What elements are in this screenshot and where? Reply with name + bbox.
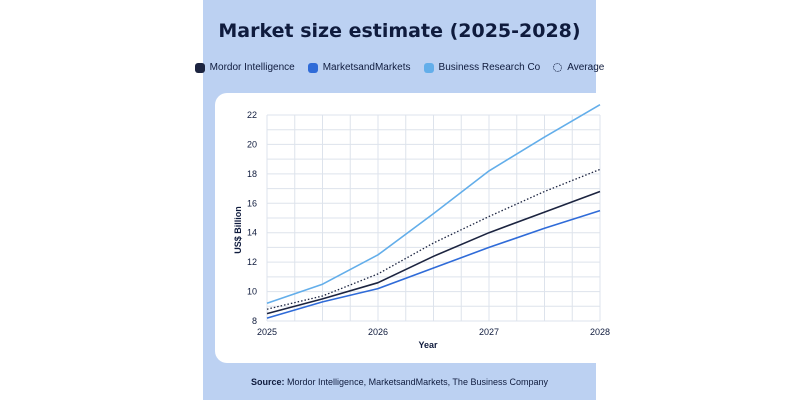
legend-label-business-research: Business Research Co xyxy=(438,62,541,73)
y-tick-label: 14 xyxy=(247,228,257,238)
chart-title: Market size estimate (2025-2028) xyxy=(218,20,581,42)
x-tick-label: 2027 xyxy=(479,327,499,337)
legend-item-business-research: Business Research Co xyxy=(423,62,541,73)
y-tick-label: 20 xyxy=(247,139,257,149)
legend-label-marketsandmarkets: MarketsandMarkets xyxy=(322,62,411,73)
y-tick-label: 18 xyxy=(247,169,257,179)
series-line-business-research-co xyxy=(266,104,601,305)
legend-item-marketsandmarkets: MarketsandMarkets xyxy=(307,62,411,73)
legend-swatch-average xyxy=(553,63,563,72)
x-axis-label: Year xyxy=(418,340,438,350)
source-label: Source: xyxy=(251,377,285,387)
chart-card: 8 10 12 14 16 18 20 22 2025 2026 2027 2028 US$ Bil… xyxy=(215,93,627,363)
legend-label-mordor: Mordor Intelligence xyxy=(209,62,295,73)
x-tick-label: 2026 xyxy=(368,327,388,337)
y-axis-ticks: 8 10 12 14 16 18 20 22 xyxy=(247,110,257,326)
y-tick-label: 8 xyxy=(252,316,257,326)
grid xyxy=(266,114,601,322)
y-tick-label: 22 xyxy=(247,110,257,120)
source-text: Mordor Intelligence, MarketsandMarkets, … xyxy=(287,377,548,387)
legend-item-mordor: Mordor Intelligence xyxy=(194,62,295,73)
legend-swatch-marketsandmarkets xyxy=(307,62,318,73)
source-note: Source: Mordor Intelligence, MarketsandM… xyxy=(203,377,596,387)
legend-label-average: Average xyxy=(567,62,605,73)
x-tick-label: 2025 xyxy=(257,327,277,337)
series-line-mordor-intelligence xyxy=(266,190,601,315)
series-line-marketsandmarkets xyxy=(266,209,601,319)
y-axis-label: US$ Billion xyxy=(233,206,243,254)
legend: Mordor Intelligence MarketsandMarkets Bu… xyxy=(194,62,604,73)
y-tick-label: 10 xyxy=(247,287,257,297)
legend-swatch-mordor xyxy=(194,62,205,73)
y-tick-label: 12 xyxy=(247,257,257,267)
legend-item-average: Average xyxy=(553,62,604,73)
legend-swatch-business-research xyxy=(423,62,434,73)
x-tick-label: 2028 xyxy=(590,327,610,337)
y-tick-label: 16 xyxy=(247,198,257,208)
series-lines xyxy=(266,104,601,319)
line-chart: 8 10 12 14 16 18 20 22 2025 2026 2027 2028 US$ Bil… xyxy=(233,104,610,350)
x-axis-ticks: 2025 2026 2027 2028 xyxy=(257,327,610,337)
series-line-average xyxy=(266,168,601,310)
